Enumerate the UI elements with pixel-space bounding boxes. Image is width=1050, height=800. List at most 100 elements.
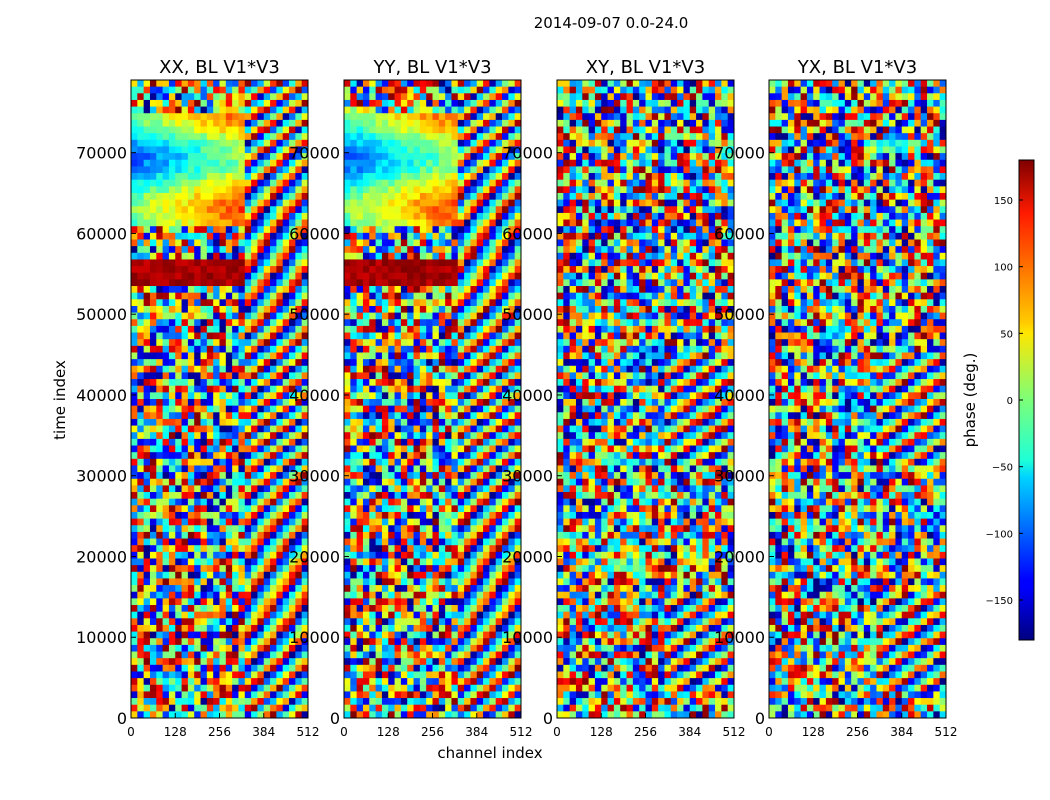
heatmap-cell [168, 658, 176, 666]
heatmap-cell [206, 505, 214, 513]
heatmap-cell [232, 399, 239, 407]
heatmap-cell [276, 99, 284, 107]
heatmap-cell [295, 365, 303, 373]
heatmap-cell [137, 658, 145, 666]
heatmap-cell [143, 359, 151, 367]
heatmap-cell [362, 232, 370, 240]
heatmap-cell [175, 299, 182, 307]
heatmap-cell [400, 279, 408, 287]
heatmap-cell [276, 658, 284, 666]
heatmap-cell [206, 492, 214, 500]
heatmap-cell [194, 239, 201, 247]
heatmap-cell [388, 286, 395, 294]
heatmap-cell [187, 86, 195, 94]
heatmap-cell [232, 658, 239, 666]
heatmap-cell [251, 286, 258, 294]
heatmap-cell [400, 425, 408, 433]
heatmap-cell [369, 212, 377, 220]
heatmap-cell [495, 538, 503, 546]
heatmap-cell [194, 266, 201, 274]
heatmap-cell [200, 166, 208, 174]
heatmap-cell [270, 538, 277, 546]
heatmap-cell [263, 186, 271, 194]
heatmap-cell [344, 418, 351, 426]
heatmap-cell [137, 531, 145, 539]
heatmap-cell [251, 551, 258, 559]
heatmap-cell [400, 166, 408, 174]
heatmap-cell [200, 418, 208, 426]
heatmap-cell [276, 418, 284, 426]
heatmap-cell [244, 505, 252, 513]
heatmap-cell [289, 232, 296, 240]
heatmap-cell [301, 624, 309, 633]
heatmap-cell [238, 698, 246, 706]
heatmap-cell [149, 99, 157, 107]
heatmap-cell [257, 611, 265, 619]
heatmap-cell [457, 93, 465, 101]
heatmap-cell [470, 339, 478, 347]
heatmap-cell [143, 186, 151, 194]
heatmap-cell [426, 565, 433, 573]
heatmap-cell [350, 412, 358, 420]
heatmap-cell [251, 605, 258, 613]
heatmap-cell [457, 365, 465, 373]
heatmap-cell [400, 126, 408, 134]
heatmap-cell [381, 86, 389, 94]
heatmap-cell [244, 511, 252, 520]
heatmap-cell [362, 352, 370, 360]
heatmap-cell [381, 226, 389, 234]
heatmap-cell [419, 392, 427, 400]
heatmap-cell [232, 206, 239, 214]
heatmap-cell [362, 505, 370, 513]
heatmap-cell [149, 418, 157, 426]
heatmap-cell [445, 545, 452, 553]
heatmap-cell [162, 266, 170, 274]
heatmap-cell [175, 206, 182, 214]
heatmap-cell [175, 591, 182, 599]
heatmap-cell [187, 99, 195, 107]
heatmap-cell [502, 339, 509, 347]
heatmap-cell [295, 651, 303, 659]
heatmap-cell [394, 186, 402, 194]
heatmap-cell [251, 478, 258, 486]
heatmap-cell [156, 272, 164, 280]
heatmap-cell [375, 106, 383, 114]
heatmap-cell [168, 259, 176, 267]
heatmap-cell [381, 246, 389, 254]
heatmap-cell [400, 99, 408, 107]
heatmap-cell [263, 192, 271, 201]
heatmap-cell [131, 312, 138, 320]
heatmap-cell [168, 598, 176, 606]
heatmap-cell [149, 212, 157, 220]
heatmap-cell [375, 365, 383, 373]
heatmap-cell [289, 392, 296, 400]
heatmap-cell [251, 192, 258, 201]
heatmap-cell [419, 272, 427, 280]
heatmap-cell [238, 418, 246, 426]
heatmap-cell [301, 352, 309, 360]
heatmap-cell [156, 93, 164, 101]
heatmap-cell [514, 498, 522, 506]
heatmap-cell [225, 99, 233, 107]
heatmap-cell [276, 618, 284, 626]
heatmap-cell [419, 511, 427, 520]
heatmap-cell [162, 545, 170, 553]
heatmap-cell [356, 571, 364, 579]
heatmap-cell [289, 279, 296, 287]
heatmap-cell [369, 531, 377, 539]
heatmap-cell [495, 465, 503, 473]
heatmap-cell [464, 445, 471, 453]
heatmap-cell [362, 226, 370, 234]
heatmap-cell [162, 332, 170, 340]
heatmap-cell [413, 438, 421, 446]
heatmap-cell [168, 345, 176, 353]
heatmap-cell [225, 86, 233, 94]
heatmap-cell [156, 445, 164, 453]
heatmap-cell [514, 212, 522, 220]
heatmap-cell [502, 385, 509, 393]
heatmap-cell [407, 166, 414, 174]
heatmap-cell [238, 691, 246, 699]
heatmap-cell [508, 252, 516, 260]
heatmap-cell [219, 80, 227, 88]
heatmap-cell [476, 585, 484, 593]
